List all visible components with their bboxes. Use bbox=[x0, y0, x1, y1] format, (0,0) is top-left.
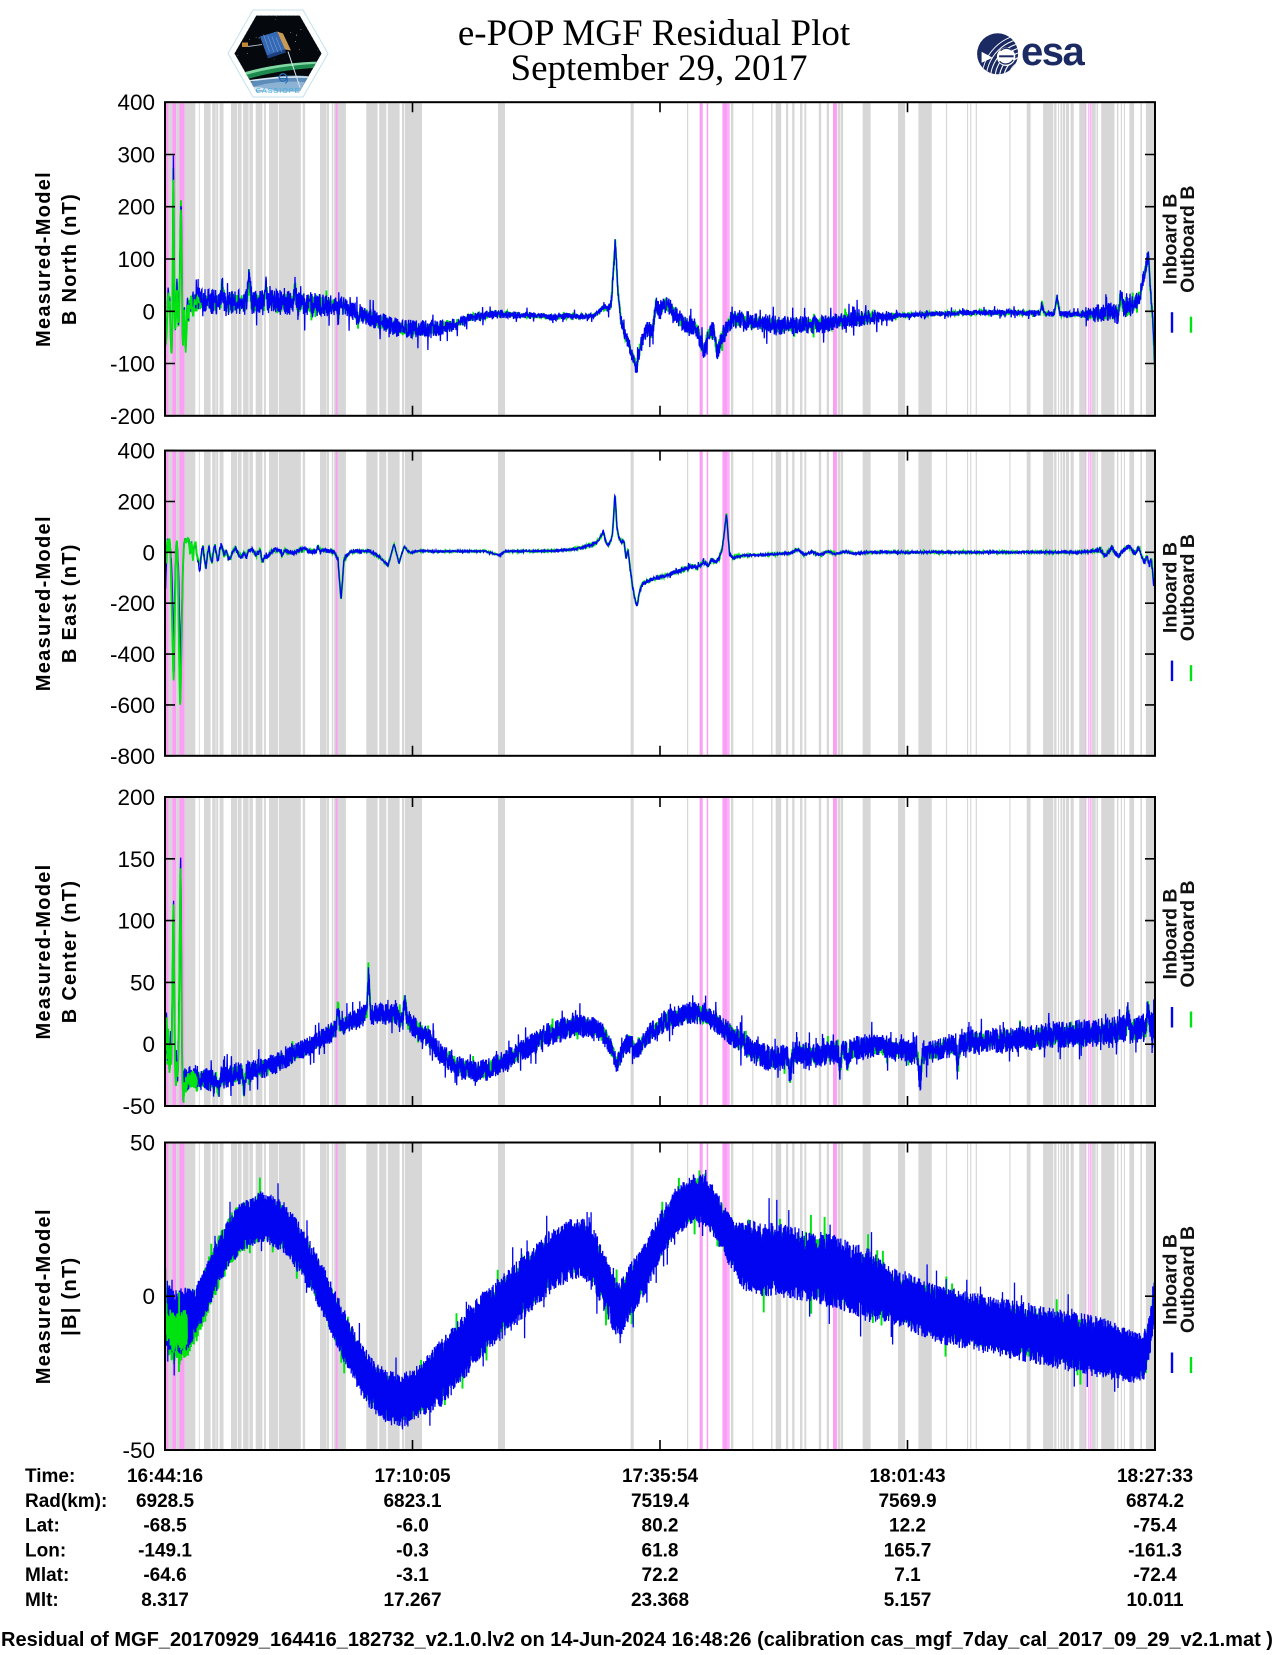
svg-text:|B| (nT): |B| (nT) bbox=[59, 1257, 81, 1336]
svg-text:-100: -100 bbox=[110, 352, 155, 377]
svg-text:200: 200 bbox=[117, 490, 155, 515]
svg-text:Inboard B: Inboard B bbox=[1160, 542, 1182, 633]
svg-text:-0.3: -0.3 bbox=[396, 1540, 429, 1561]
svg-text:Inboard B: Inboard B bbox=[1160, 1234, 1182, 1325]
svg-text:Outboard B: Outboard B bbox=[1177, 880, 1199, 987]
svg-text:e-POP MGF Residual Plot: e-POP MGF Residual Plot bbox=[458, 13, 851, 54]
svg-text:Measured-Model: Measured-Model bbox=[33, 515, 55, 691]
svg-text:10.011: 10.011 bbox=[1126, 1590, 1183, 1611]
svg-text:16:44:16: 16:44:16 bbox=[127, 1466, 203, 1487]
svg-text:-200: -200 bbox=[110, 591, 155, 616]
svg-text:Measured-Model: Measured-Model bbox=[33, 1208, 55, 1384]
svg-text:B North (nT): B North (nT) bbox=[59, 193, 81, 325]
svg-text:200: 200 bbox=[117, 785, 155, 810]
svg-text:200: 200 bbox=[117, 195, 155, 220]
svg-text:Time:: Time: bbox=[25, 1466, 75, 1487]
svg-text:September 29, 2017: September 29, 2017 bbox=[511, 48, 808, 89]
svg-text:Mlt:: Mlt: bbox=[25, 1590, 59, 1611]
svg-text:400: 400 bbox=[117, 439, 155, 464]
svg-text:-68.5: -68.5 bbox=[143, 1516, 187, 1537]
svg-text:Outboard B: Outboard B bbox=[1177, 1226, 1199, 1333]
svg-text:Rad(km):: Rad(km): bbox=[25, 1491, 107, 1512]
svg-text:-400: -400 bbox=[110, 642, 155, 667]
svg-text:esa: esa bbox=[1021, 30, 1085, 74]
svg-text:Inboard B: Inboard B bbox=[1160, 194, 1182, 285]
svg-text:-50: -50 bbox=[122, 1438, 155, 1463]
svg-text:0: 0 bbox=[142, 1284, 155, 1309]
svg-text:8.317: 8.317 bbox=[141, 1590, 189, 1611]
svg-text:Inboard B: Inboard B bbox=[1160, 889, 1182, 980]
svg-text:-72.4: -72.4 bbox=[1133, 1565, 1177, 1586]
svg-text:6874.2: 6874.2 bbox=[1126, 1491, 1184, 1512]
svg-text:Measured-Model: Measured-Model bbox=[33, 863, 55, 1039]
svg-text:50: 50 bbox=[130, 1131, 155, 1156]
svg-text:400: 400 bbox=[117, 90, 155, 115]
svg-text:7519.4: 7519.4 bbox=[631, 1491, 690, 1512]
svg-text:6928.5: 6928.5 bbox=[136, 1491, 195, 1512]
svg-text:Lat:: Lat: bbox=[25, 1516, 60, 1537]
svg-text:Lon:: Lon: bbox=[25, 1540, 66, 1561]
svg-text:0: 0 bbox=[142, 540, 155, 565]
svg-text:Outboard B: Outboard B bbox=[1177, 534, 1199, 641]
svg-text:B East (nT): B East (nT) bbox=[59, 543, 81, 663]
svg-text:165.7: 165.7 bbox=[884, 1540, 932, 1561]
svg-text:Outboard B: Outboard B bbox=[1177, 186, 1199, 293]
svg-text:CASSIOPE: CASSIOPE bbox=[256, 86, 301, 95]
svg-text:18:27:33: 18:27:33 bbox=[1117, 1466, 1193, 1487]
svg-text:6823.1: 6823.1 bbox=[383, 1491, 442, 1512]
svg-text:0: 0 bbox=[142, 299, 155, 324]
svg-text:17:35:54: 17:35:54 bbox=[622, 1466, 698, 1487]
svg-text:7569.9: 7569.9 bbox=[878, 1491, 936, 1512]
svg-text:61.8: 61.8 bbox=[642, 1540, 679, 1561]
svg-text:-3.1: -3.1 bbox=[396, 1565, 429, 1586]
svg-text:17.267: 17.267 bbox=[383, 1590, 441, 1611]
svg-text:-64.6: -64.6 bbox=[143, 1565, 186, 1586]
svg-text:-161.3: -161.3 bbox=[1128, 1540, 1182, 1561]
svg-text:80.2: 80.2 bbox=[642, 1516, 679, 1537]
svg-text:5.157: 5.157 bbox=[884, 1590, 932, 1611]
svg-text:Measured-Model: Measured-Model bbox=[33, 171, 55, 347]
svg-text:17:10:05: 17:10:05 bbox=[374, 1466, 450, 1487]
svg-text:12.2: 12.2 bbox=[889, 1516, 926, 1537]
svg-text:7.1: 7.1 bbox=[894, 1565, 921, 1586]
svg-text:100: 100 bbox=[117, 247, 155, 272]
svg-text:300: 300 bbox=[117, 143, 155, 168]
svg-text:-149.1: -149.1 bbox=[138, 1540, 192, 1561]
svg-text:-6.0: -6.0 bbox=[396, 1516, 429, 1537]
svg-text:-800: -800 bbox=[110, 744, 155, 769]
svg-text:50: 50 bbox=[130, 970, 155, 995]
svg-text:-75.4: -75.4 bbox=[1133, 1516, 1177, 1537]
svg-text:23.368: 23.368 bbox=[631, 1590, 689, 1611]
svg-text:Residual of MGF_20170929_16441: Residual of MGF_20170929_164416_182732_v… bbox=[1, 1629, 1273, 1650]
svg-text:B Center (nT): B Center (nT) bbox=[59, 880, 81, 1024]
svg-text:100: 100 bbox=[117, 909, 155, 934]
svg-text:0: 0 bbox=[142, 1032, 155, 1057]
svg-text:Mlat:: Mlat: bbox=[25, 1565, 69, 1586]
svg-text:-600: -600 bbox=[110, 693, 155, 718]
svg-text:18:01:43: 18:01:43 bbox=[869, 1466, 945, 1487]
svg-text:-200: -200 bbox=[110, 404, 155, 429]
svg-text:72.2: 72.2 bbox=[642, 1565, 679, 1586]
svg-text:-50: -50 bbox=[122, 1094, 155, 1119]
svg-text:150: 150 bbox=[117, 847, 155, 872]
